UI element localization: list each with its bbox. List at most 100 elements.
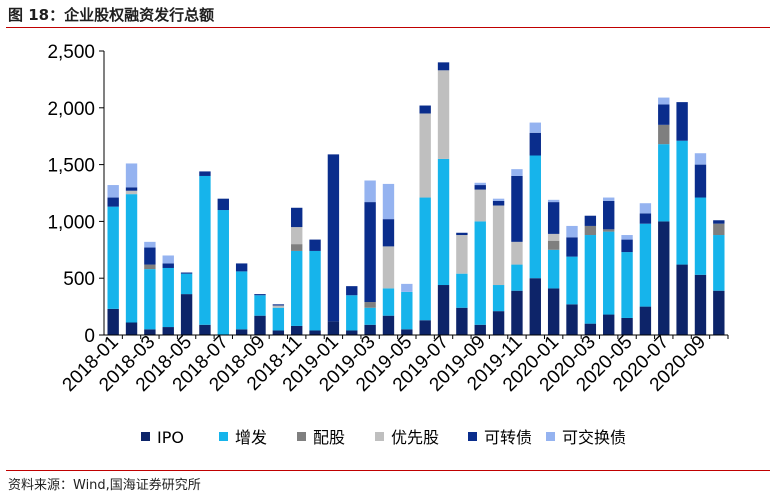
bar-segment-series-1 xyxy=(492,285,505,312)
bar-segment-series-4 xyxy=(511,175,523,242)
bar-segment-series-5 xyxy=(162,255,174,264)
bar-stack-2019-09 xyxy=(474,182,486,335)
bar-segment-series-3 xyxy=(419,113,431,198)
bar-stack-2019-07 xyxy=(437,62,450,335)
bar-segment-series-0 xyxy=(107,308,119,335)
bar-segment-series-3 xyxy=(382,246,395,289)
y-tick-label: 0 xyxy=(84,326,95,347)
bar-segment-series-2 xyxy=(144,264,156,270)
bar-segment-series-1 xyxy=(621,252,633,318)
legend-swatch xyxy=(297,432,306,441)
bar-segment-series-4 xyxy=(235,263,248,272)
bar-segment-series-4 xyxy=(547,202,560,234)
legend-item-series-1: 增发 xyxy=(219,428,267,447)
bar-stack-2019-08 xyxy=(456,232,468,335)
bar-segment-series-0 xyxy=(291,325,303,335)
bar-segment-series-0 xyxy=(125,322,138,335)
bar-segment-series-5 xyxy=(603,197,615,201)
legend-item-series-4: 可转债 xyxy=(468,428,532,447)
bar-segment-series-0 xyxy=(437,285,450,335)
legend-label: 优先股 xyxy=(391,428,439,447)
bar-stack-2020-08 xyxy=(676,102,688,335)
bar-segment-series-3 xyxy=(272,305,285,308)
bar-stack-2018-05 xyxy=(180,272,193,335)
bar-stack-2018-01 xyxy=(107,185,119,335)
bar-segment-series-0 xyxy=(639,306,652,335)
bar-segment-series-3 xyxy=(511,241,523,265)
bar-segment-series-4 xyxy=(217,198,229,211)
bar-stack-2018-09 xyxy=(254,294,266,335)
bar-segment-series-4 xyxy=(199,171,211,176)
bar-segment-series-1 xyxy=(272,307,285,331)
legend-label: 可转债 xyxy=(484,428,532,447)
bar-segment-series-4 xyxy=(346,286,358,296)
bar-segment-series-2 xyxy=(584,225,597,236)
bar-segment-series-5 xyxy=(144,241,156,248)
bar-segment-series-2 xyxy=(547,240,560,250)
bar-stack-2019-12 xyxy=(529,122,541,335)
bar-segment-series-0 xyxy=(235,329,248,335)
bar-segment-series-0 xyxy=(272,330,285,335)
bar-segment-series-4 xyxy=(272,304,285,306)
bar-segment-series-0 xyxy=(676,264,688,335)
bar-segment-series-1 xyxy=(474,221,486,325)
legend-swatch xyxy=(468,432,477,441)
bar-segment-series-4 xyxy=(492,200,505,206)
bar-segment-series-3 xyxy=(474,189,486,222)
bar-segment-series-3 xyxy=(125,190,138,195)
bar-segment-series-4 xyxy=(639,213,652,224)
bar-stack-2020-01 xyxy=(547,199,560,335)
bar-segment-series-5 xyxy=(401,283,413,292)
bar-stack-2018-04 xyxy=(162,255,174,335)
title-divider xyxy=(6,27,770,28)
bar-segment-series-1 xyxy=(162,267,174,328)
bar-stack-2019-02 xyxy=(346,286,358,335)
bar-segment-series-0 xyxy=(713,290,725,335)
y-axis: 0 500 1,000 1,500 2,000 2,500 xyxy=(47,42,105,347)
bar-segment-series-1 xyxy=(144,269,156,330)
bar-segment-series-4 xyxy=(382,219,395,247)
bar-segment-series-1 xyxy=(584,235,597,324)
bar-segment-series-1 xyxy=(529,155,541,279)
bar-segment-series-4 xyxy=(694,164,707,198)
bar-segment-series-5 xyxy=(511,169,523,176)
bar-stack-2019-10 xyxy=(492,198,505,335)
bar-segment-series-5 xyxy=(621,235,633,240)
bar-stack-2020-03 xyxy=(584,215,597,335)
bar-segment-series-0 xyxy=(401,329,413,335)
bar-segment-series-5 xyxy=(639,203,652,214)
bar-stack-2018-11 xyxy=(291,207,303,335)
legend-swatch xyxy=(375,432,384,441)
bar-stack-2019-11 xyxy=(511,169,523,335)
bar-segment-series-1 xyxy=(511,264,523,291)
bar-stack-2018-06 xyxy=(199,171,211,335)
bar-segment-series-4 xyxy=(125,187,138,191)
bar-segment-series-0 xyxy=(566,304,578,335)
bar-segment-series-0 xyxy=(346,330,358,335)
bar-segment-series-0 xyxy=(309,330,321,335)
bar-segment-series-1 xyxy=(199,175,211,325)
bar-segment-series-4 xyxy=(529,132,541,156)
bar-segment-series-0 xyxy=(199,324,211,335)
bar-segment-series-4 xyxy=(309,239,321,251)
bar-segment-series-1 xyxy=(217,210,229,335)
bar-segment-series-1 xyxy=(254,295,266,316)
bar-segment-series-1 xyxy=(107,206,119,309)
bar-stack-2020-04 xyxy=(603,197,615,335)
bar-stack-2019-03 xyxy=(364,180,376,335)
bar-segment-series-1 xyxy=(437,158,450,286)
bar-segment-series-2 xyxy=(291,244,303,251)
bar-segment-series-3 xyxy=(547,233,560,241)
bar-segment-series-4 xyxy=(107,197,119,207)
bar-segment-series-0 xyxy=(547,288,560,335)
bar-segment-series-5 xyxy=(125,163,138,188)
bar-segment-series-0 xyxy=(529,278,541,335)
bar-segment-series-1 xyxy=(291,250,303,326)
bar-stack-2018-03 xyxy=(144,241,156,335)
source-note: 资料来源：Wind,国海证券研究所 xyxy=(8,478,201,493)
bar-segment-series-5 xyxy=(694,153,707,165)
bar-segment-series-1 xyxy=(658,144,670,222)
bar-segment-series-1 xyxy=(603,231,615,315)
bar-segment-series-1 xyxy=(694,197,707,275)
bar-segment-series-0 xyxy=(419,320,431,335)
